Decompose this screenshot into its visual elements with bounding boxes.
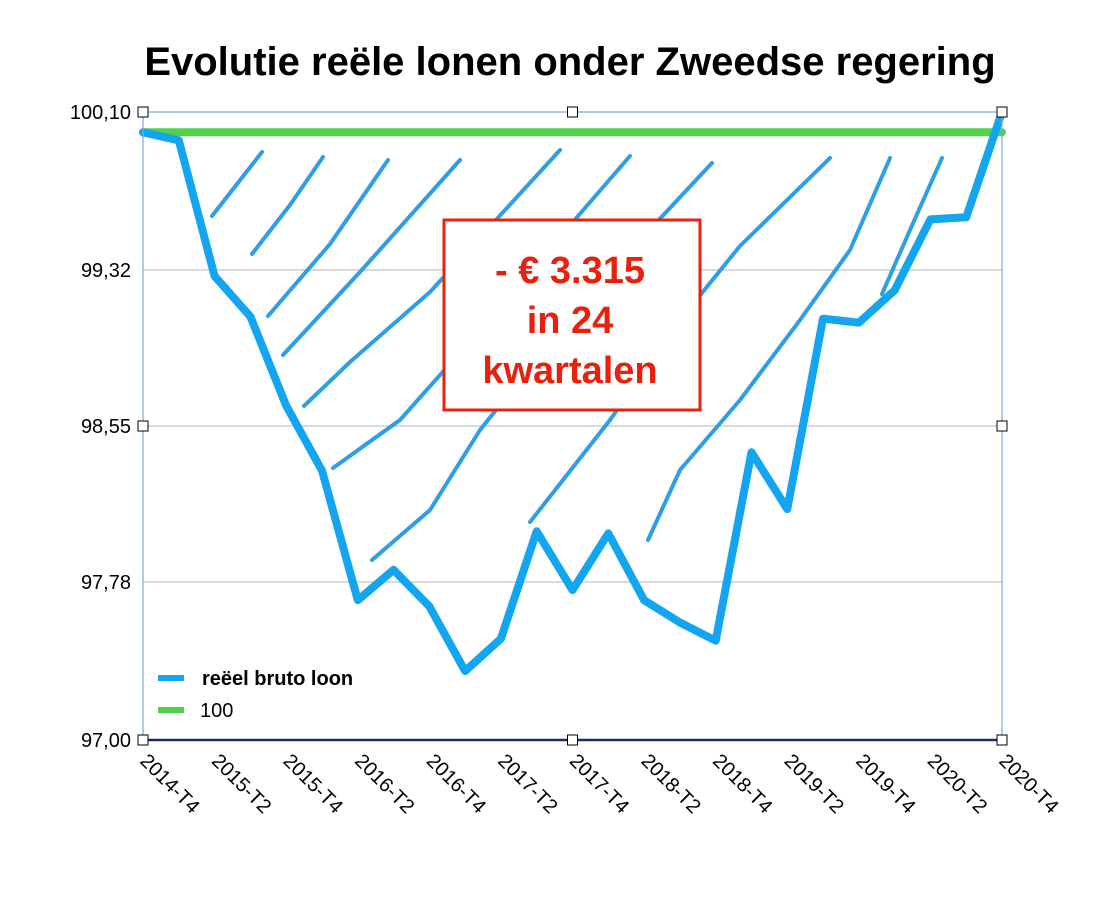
y-tick-label: 97,00 (81, 730, 131, 752)
series-layer (139, 108, 1006, 676)
resize-handle[interactable] (996, 420, 1008, 432)
x-tick-label: 2020-T4 (994, 750, 1062, 818)
hatch-stroke (250, 155, 325, 256)
annotation-line: kwartalen (482, 350, 657, 392)
x-tick-label: 2016-T4 (422, 750, 490, 818)
legend-label: reëel bruto loon (202, 668, 353, 690)
x-tick-label: 2015-T2 (207, 750, 275, 818)
y-tick-label: 99,32 (81, 260, 131, 282)
resize-handle[interactable] (567, 734, 578, 746)
x-tick-label: 2016-T2 (350, 750, 418, 818)
hatch-stroke (266, 158, 390, 318)
hatch-stroke (281, 158, 462, 357)
resize-handle[interactable] (137, 420, 149, 432)
resize-handle[interactable] (137, 106, 149, 118)
y-tick-label: 97,78 (81, 572, 131, 594)
hatch-stroke (646, 156, 892, 542)
legend: reëel bruto loon 100 (158, 668, 353, 722)
x-tick-label: 2020-T2 (923, 750, 991, 818)
hatch-stroke (210, 150, 264, 218)
resize-handle[interactable] (137, 734, 149, 746)
x-tick-label: 2018-T2 (637, 750, 705, 818)
annotation-line: in 24 (527, 300, 614, 342)
annotation-line: - € 3.315 (495, 250, 645, 292)
x-tick-label: 2017-T2 (493, 750, 561, 818)
annotation-frame (442, 218, 702, 412)
resize-handle[interactable] (996, 106, 1008, 118)
x-tick-label: 2015-T4 (279, 750, 347, 818)
hatch-stroke (880, 156, 944, 296)
resize-handle[interactable] (996, 734, 1008, 746)
x-tick-label: 2019-T2 (780, 750, 848, 818)
series-line-reeel-bruto-loon (139, 108, 1006, 676)
y-tick-label: 98,55 (81, 416, 131, 438)
chart-title: Evolutie reële lonen onder Zweedse reger… (144, 40, 995, 84)
x-tick-label: 2018-T4 (708, 750, 776, 818)
resize-handle[interactable] (567, 106, 578, 118)
x-tick-label: 2014-T4 (135, 750, 203, 818)
annotation-box: - € 3.315 in 24 kwartalen (442, 218, 702, 412)
legend-label: 100 (200, 700, 233, 722)
x-tick-label: 2017-T4 (565, 750, 633, 818)
y-tick-label: 100,10 (70, 102, 131, 124)
x-tick-label: 2019-T4 (851, 750, 919, 818)
selection-handles[interactable] (137, 106, 1008, 746)
